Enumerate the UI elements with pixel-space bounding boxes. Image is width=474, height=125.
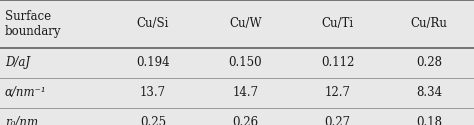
Text: 0.112: 0.112 [321,56,355,69]
Text: 0.26: 0.26 [232,116,258,125]
Text: Cu/Si: Cu/Si [137,17,169,30]
Text: α/nm⁻¹: α/nm⁻¹ [5,86,46,99]
Text: Cu/Ru: Cu/Ru [410,17,447,30]
Text: 14.7: 14.7 [232,86,258,99]
Text: 8.34: 8.34 [416,86,442,99]
Text: 0.27: 0.27 [325,116,351,125]
Text: Cu/Ti: Cu/Ti [322,17,354,30]
Text: 13.7: 13.7 [140,86,166,99]
Text: Cu/W: Cu/W [229,17,262,30]
Text: Surface
boundary: Surface boundary [5,10,61,38]
Text: 0.194: 0.194 [136,56,170,69]
Text: D/aJ: D/aJ [5,56,30,69]
Text: 0.28: 0.28 [416,56,442,69]
Text: 0.150: 0.150 [228,56,262,69]
Text: r₀/nm: r₀/nm [5,116,38,125]
Text: 12.7: 12.7 [325,86,351,99]
Text: 0.25: 0.25 [140,116,166,125]
Text: 0.18: 0.18 [416,116,442,125]
